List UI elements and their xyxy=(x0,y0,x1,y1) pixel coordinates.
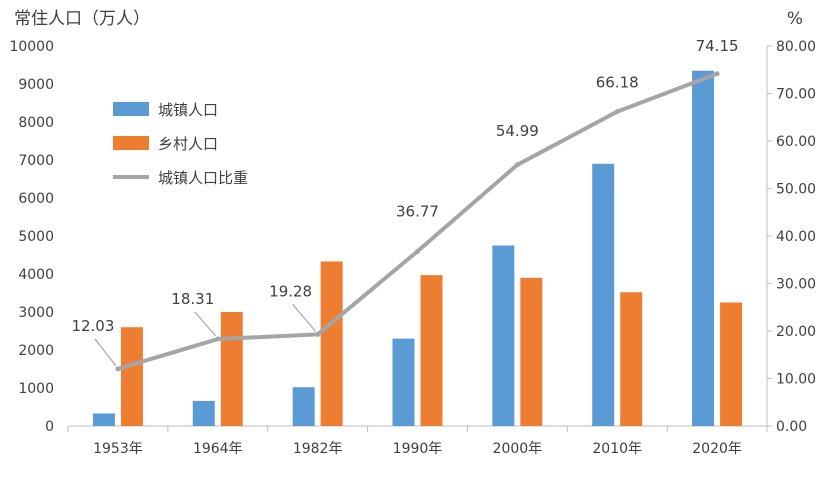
y-tick-right-label: 40.00 xyxy=(776,229,816,245)
y-tick-right-label: 70.00 xyxy=(776,87,816,103)
y-tick-left-label: 4000 xyxy=(18,267,54,283)
bar-rural-0 xyxy=(120,327,143,426)
y-tick-left-label: 2000 xyxy=(18,343,54,359)
bar-rural-3 xyxy=(420,275,443,426)
legend-label-1: 乡村人口 xyxy=(158,135,218,153)
data-label-6: 74.15 xyxy=(696,37,739,55)
urban-ratio-point-5 xyxy=(614,109,620,115)
data-label-2: 19.28 xyxy=(269,282,312,300)
y-tick-left-label: 1000 xyxy=(18,381,54,397)
urban-ratio-point-0 xyxy=(115,366,121,372)
bar-urban-0 xyxy=(92,413,115,426)
axes-layer: 0 1000 2000 3000 4000 5000 6000 7000 8000 9000 100… xyxy=(9,39,816,457)
leader-line-2 xyxy=(292,304,317,332)
bar-rural-5 xyxy=(620,292,643,426)
legend-label-0: 城镇人口 xyxy=(158,101,218,119)
y-tick-left-label: 3000 xyxy=(18,305,54,321)
x-tick-label: 2010年 xyxy=(592,441,642,457)
y-tick-left-label: 7000 xyxy=(18,153,54,169)
urban-ratio-point-6 xyxy=(714,71,720,77)
bar-urban-5 xyxy=(592,163,615,427)
y-axis-right-title: % xyxy=(787,9,803,29)
y-tick-right-label: 20.00 xyxy=(776,324,816,340)
bar-urban-3 xyxy=(392,338,415,426)
x-tick-label: 2020年 xyxy=(692,441,742,457)
y-tick-right-label: 50.00 xyxy=(776,182,816,198)
data-label-4: 54.99 xyxy=(496,122,539,140)
bar-urban-2 xyxy=(292,387,315,426)
y-tick-right-label: 80.00 xyxy=(776,39,816,55)
y-tick-left-label: 9000 xyxy=(18,77,54,93)
data-label-1: 18.31 xyxy=(171,290,214,308)
bar-urban-4 xyxy=(492,245,515,426)
y-tick-right-label: 10.00 xyxy=(776,372,816,388)
leader-line-0 xyxy=(94,338,117,367)
x-tick-label: 1953年 xyxy=(93,441,143,457)
legend-swatch-0 xyxy=(113,102,149,116)
bars-layer xyxy=(92,70,743,427)
x-tick-label: 1990年 xyxy=(393,441,443,457)
y-tick-left-label: 5000 xyxy=(18,229,54,245)
urban-ratio-point-3 xyxy=(415,248,420,254)
y-tick-left-label: 10000 xyxy=(9,39,54,55)
legend-swatch-1 xyxy=(113,136,149,150)
x-tick-label: 1964年 xyxy=(193,441,243,457)
line-layer xyxy=(115,71,720,372)
bar-rural-6 xyxy=(720,302,743,426)
urban-ratio-point-4 xyxy=(514,162,520,168)
bar-urban-6 xyxy=(692,70,715,426)
legend-label-2: 城镇人口比重 xyxy=(158,169,248,187)
urban-ratio-point-1 xyxy=(215,336,221,342)
urban-ratio-point-2 xyxy=(315,331,321,337)
y-tick-right-label: 60.00 xyxy=(776,134,816,150)
y-tick-right-label: 0.00 xyxy=(776,419,807,435)
bar-rural-4 xyxy=(520,277,543,426)
bar-rural-1 xyxy=(220,312,243,426)
y-axis-left-title: 常住人口（万人） xyxy=(14,9,150,29)
data-label-0: 12.03 xyxy=(71,317,114,335)
bar-urban-1 xyxy=(192,400,215,426)
labels-layer: 12.03 18.31 19.28 36.77 54.99 66.18 74.15 xyxy=(71,37,739,367)
bar-rural-2 xyxy=(320,261,343,426)
y-tick-left-label: 6000 xyxy=(18,191,54,207)
data-label-5: 66.18 xyxy=(596,74,639,92)
x-tick-label: 2000年 xyxy=(493,441,543,457)
x-tick-label: 1982年 xyxy=(293,441,343,457)
y-tick-right-label: 30.00 xyxy=(776,277,816,293)
data-label-3: 36.77 xyxy=(396,202,439,220)
y-tick-left-label: 8000 xyxy=(18,115,54,131)
y-tick-left-label: 0 xyxy=(45,419,54,435)
leader-line-1 xyxy=(194,311,217,337)
